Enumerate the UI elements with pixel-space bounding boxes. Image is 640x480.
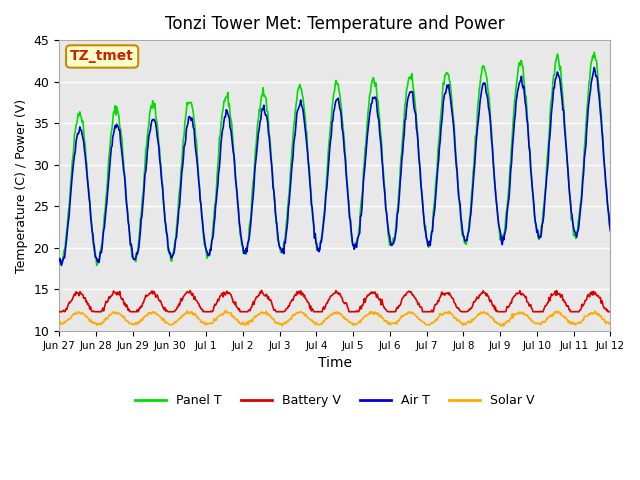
X-axis label: Time: Time <box>318 356 352 370</box>
Text: TZ_tmet: TZ_tmet <box>70 49 134 63</box>
Legend: Panel T, Battery V, Air T, Solar V: Panel T, Battery V, Air T, Solar V <box>130 389 540 412</box>
Y-axis label: Temperature (C) / Power (V): Temperature (C) / Power (V) <box>15 98 28 273</box>
Title: Tonzi Tower Met: Temperature and Power: Tonzi Tower Met: Temperature and Power <box>165 15 504 33</box>
